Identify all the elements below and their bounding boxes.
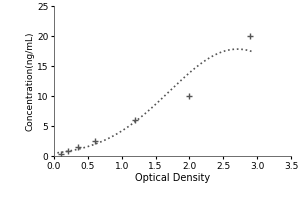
Y-axis label: Concentration(ng/mL): Concentration(ng/mL) bbox=[25, 31, 34, 131]
X-axis label: Optical Density: Optical Density bbox=[135, 173, 210, 183]
